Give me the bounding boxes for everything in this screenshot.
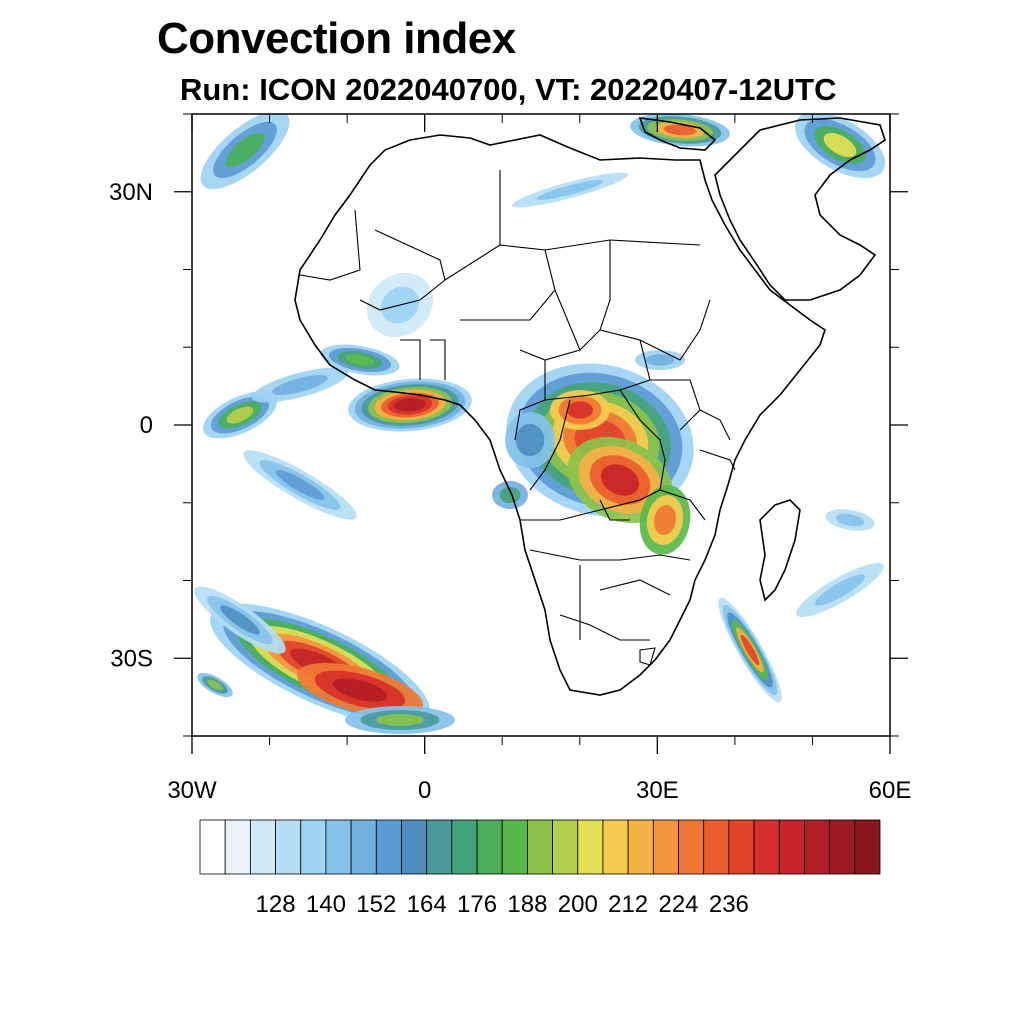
- colorbar-swatch: [199, 819, 226, 875]
- convection-area: [226, 406, 254, 424]
- convection-area: [394, 398, 426, 412]
- colorbar-swatch: [829, 819, 856, 875]
- colorbar-swatch: [778, 819, 805, 875]
- convection-area: [814, 574, 866, 606]
- convection-area: [220, 605, 260, 635]
- convection-area: [332, 678, 388, 702]
- convection-area: [567, 401, 593, 419]
- colorbar-label: 224: [658, 891, 698, 918]
- colorbar-label: 176: [457, 891, 497, 918]
- convection-area: [823, 133, 857, 157]
- convection-area: [275, 469, 325, 501]
- colorbar-swatch: [476, 819, 503, 875]
- colorbar-swatch: [527, 819, 553, 875]
- country-borders: [299, 170, 736, 666]
- convection-area: [740, 634, 760, 666]
- colorbar-swatch: [627, 819, 654, 875]
- convection-area: [225, 133, 265, 167]
- lon-tick-label: 30E: [636, 777, 679, 804]
- colorbar-swatch: [602, 819, 629, 875]
- colorbar-label: 236: [709, 891, 749, 918]
- colorbar-swatch: [703, 819, 730, 875]
- convection-area: [345, 354, 375, 366]
- convection-field: [194, 114, 886, 734]
- convection-area: [536, 180, 604, 200]
- colorbar-label: 200: [558, 891, 598, 918]
- lon-tick-label: 60E: [869, 777, 912, 804]
- colorbar-swatch: [753, 819, 780, 875]
- lat-tick-label: 0: [140, 412, 153, 439]
- convection-area: [376, 713, 424, 727]
- convection-area: [645, 354, 675, 366]
- colorbar-swatch: [577, 819, 604, 875]
- colorbar-swatch: [300, 819, 327, 875]
- colorbar-swatch: [275, 819, 302, 875]
- convection-area: [664, 124, 696, 136]
- lon-tick-label: 0: [418, 777, 431, 804]
- convection-area: [600, 464, 640, 496]
- colorbar-swatch: [501, 819, 528, 875]
- colorbar-swatch: [401, 819, 428, 875]
- colorbar-label: 128: [256, 891, 296, 918]
- colorbar-swatch: [678, 819, 705, 875]
- lat-tick-label: 30S: [110, 645, 153, 672]
- colorbar-swatch: [854, 819, 881, 875]
- colorbar-label: 164: [407, 891, 447, 918]
- colorbar-label: 188: [507, 891, 547, 918]
- colorbar-swatch: [325, 819, 352, 875]
- colorbar-swatch: [375, 819, 402, 875]
- colorbar-swatch: [224, 819, 251, 875]
- convection-area: [515, 423, 545, 457]
- colorbar-swatch: [552, 819, 579, 875]
- colorbar-label: 212: [608, 891, 648, 918]
- convection-area: [499, 486, 521, 504]
- colorbar-swatch: [652, 819, 679, 875]
- colorbar-swatch: [804, 819, 831, 875]
- colorbar-label: 140: [306, 891, 346, 918]
- lon-tick-label: 30W: [167, 777, 217, 804]
- lat-tick-label: 30N: [109, 179, 153, 206]
- convection-area: [654, 504, 676, 536]
- colorbar-swatch: [249, 819, 276, 875]
- convection-area: [207, 679, 223, 691]
- chart-subtitle: Run: ICON 2022040700, VT: 20220407-12UTC: [180, 72, 837, 107]
- chart-title: Convection index: [157, 14, 516, 63]
- coastlines: [294, 117, 886, 696]
- convection-area: [272, 375, 328, 395]
- colorbar-swatch: [350, 819, 377, 875]
- colorbar-label: 152: [356, 891, 396, 918]
- colorbar-swatch: [728, 819, 755, 875]
- convection-area: [835, 513, 865, 527]
- colorbar-swatch: [451, 819, 478, 875]
- map-axes: 30W 0 30E 60E 30N 0 30S: [109, 113, 912, 804]
- colorbar-swatch: [426, 819, 453, 875]
- colorbar: 128 140 152 164 176 188 200 212 224 236: [199, 819, 881, 918]
